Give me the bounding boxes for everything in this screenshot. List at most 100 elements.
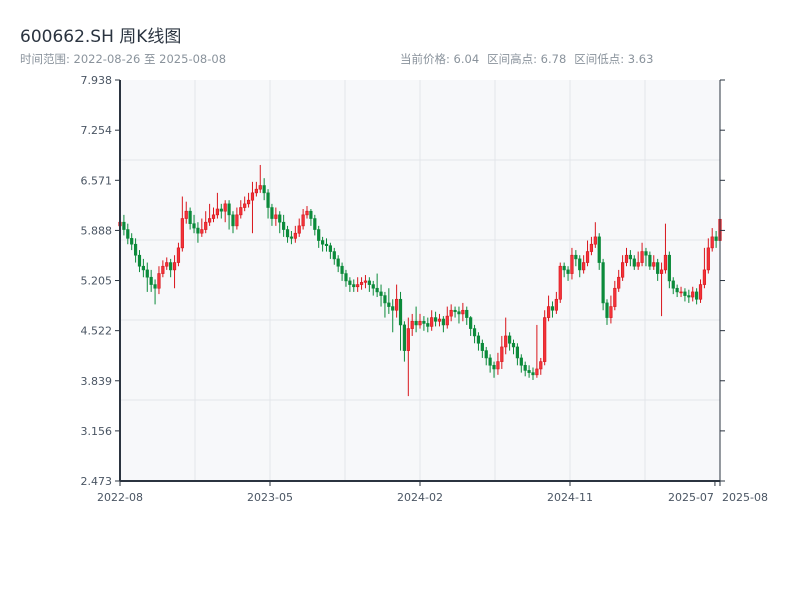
candle-body	[609, 306, 613, 318]
candle	[317, 225, 321, 248]
candle	[698, 279, 703, 303]
candle-body	[702, 269, 707, 285]
candle-body	[293, 232, 297, 239]
candle-body	[145, 269, 149, 278]
candle	[430, 310, 434, 331]
y-tick-label: 5.888	[81, 224, 113, 237]
candle-body	[566, 269, 570, 274]
candle	[589, 236, 594, 256]
candle-body	[157, 273, 161, 289]
candle	[149, 269, 153, 292]
candle-body	[492, 364, 496, 370]
candle	[632, 255, 636, 270]
candle-body	[219, 208, 223, 212]
candle	[445, 306, 449, 329]
candle-body	[406, 328, 410, 351]
candle-body	[153, 284, 157, 289]
candle	[492, 361, 496, 378]
candle	[531, 367, 535, 380]
candle-body	[196, 227, 200, 234]
range-low: 区间低点: 3.63	[574, 52, 654, 66]
candle-body	[126, 229, 130, 239]
candle-body	[648, 254, 652, 267]
candle	[476, 332, 481, 351]
y-tick-label: 5.205	[81, 275, 113, 288]
candle	[652, 255, 656, 270]
candle	[336, 255, 340, 273]
candle-body	[469, 317, 473, 329]
candle	[157, 266, 161, 295]
candle-body	[297, 225, 301, 234]
candle-body	[461, 309, 465, 315]
candle	[617, 269, 621, 292]
candle	[320, 236, 325, 252]
candle	[289, 231, 294, 245]
chart-title: 600662.SH 周K线图	[20, 27, 182, 47]
candle-body	[640, 251, 644, 263]
candle-body	[180, 218, 184, 249]
candle	[406, 317, 410, 397]
candle	[543, 310, 547, 366]
candle-body	[687, 295, 691, 298]
x-tick-label: 2023-05	[247, 491, 293, 504]
candle-body	[617, 276, 621, 289]
candle	[274, 207, 278, 226]
candle-body	[527, 370, 531, 373]
candle-body	[359, 282, 364, 285]
candle	[613, 280, 617, 311]
candle	[239, 200, 243, 219]
candle-body	[453, 309, 457, 313]
candle	[375, 273, 379, 298]
candle	[211, 207, 216, 223]
x-tick-label: 2024-11	[547, 491, 593, 504]
candle-body	[383, 295, 387, 304]
candle-body	[476, 335, 481, 344]
candle	[208, 203, 212, 226]
candle-body	[348, 280, 352, 285]
candle	[356, 277, 360, 292]
candle	[574, 250, 578, 267]
candle	[546, 295, 551, 322]
candle	[519, 354, 523, 373]
candle-body	[239, 207, 243, 216]
candle	[433, 311, 438, 327]
candle-body	[714, 236, 718, 241]
candle-body	[184, 210, 188, 219]
candle	[161, 260, 165, 278]
candle	[508, 332, 512, 351]
candle-body	[398, 298, 403, 326]
candle-body	[356, 284, 360, 288]
candle-body	[613, 287, 617, 307]
candle-body	[204, 221, 208, 230]
candle	[675, 284, 679, 298]
candle-body	[480, 342, 484, 351]
candle-body	[535, 368, 539, 376]
candle	[340, 262, 344, 281]
candle-body	[504, 335, 508, 348]
candle-body	[597, 236, 601, 263]
range-high: 区间高点: 6.78	[487, 52, 567, 66]
candle-body	[344, 273, 348, 282]
candle-body	[667, 254, 671, 282]
candle	[359, 277, 364, 290]
candle	[667, 251, 671, 289]
candle-body	[511, 342, 516, 348]
candle	[270, 203, 274, 226]
candle	[648, 251, 652, 270]
candle	[223, 200, 227, 223]
candle-body	[352, 284, 356, 288]
candle-body	[367, 280, 371, 285]
candle	[285, 225, 290, 243]
candle	[172, 255, 177, 289]
candle-body	[137, 254, 142, 267]
candle	[204, 211, 208, 234]
candle	[683, 288, 687, 302]
candle	[539, 357, 543, 375]
candle-body	[698, 284, 703, 300]
candle-body	[313, 218, 317, 230]
candle-body	[278, 214, 282, 223]
candle	[192, 214, 196, 234]
candle-body	[387, 302, 391, 307]
candle	[391, 299, 395, 333]
